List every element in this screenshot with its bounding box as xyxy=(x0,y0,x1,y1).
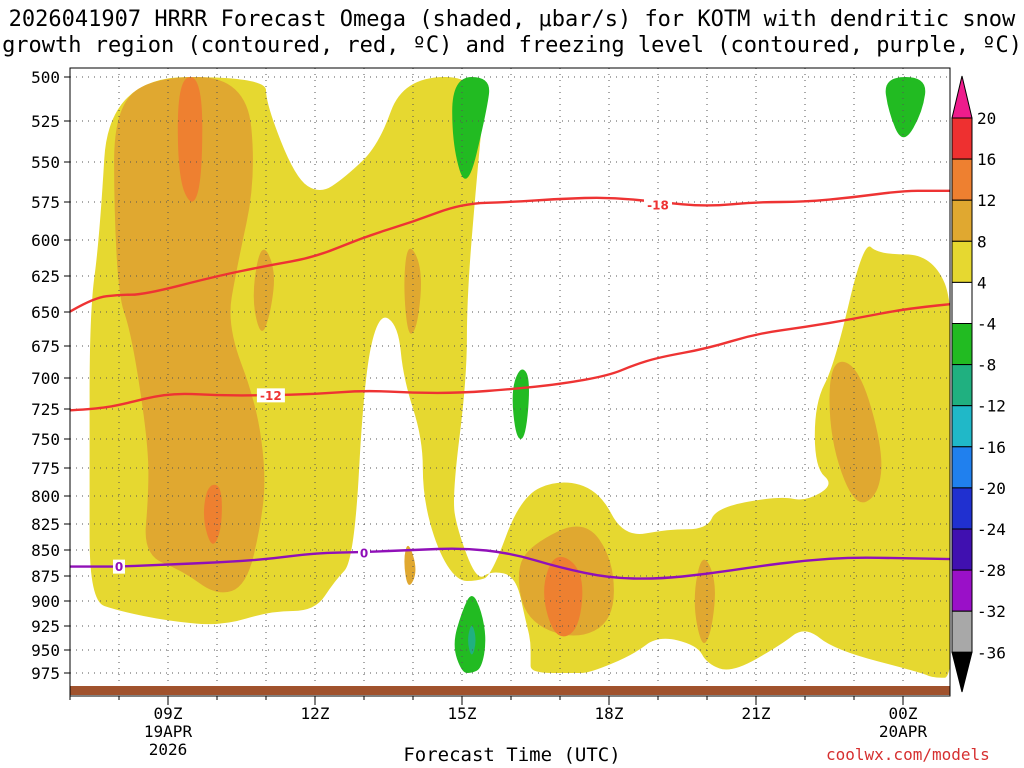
colorbar-box-m24_m20 xyxy=(951,487,973,530)
y-tick-label-625: 625 xyxy=(31,267,60,286)
omega-region-m8-to-m4-12 xyxy=(512,369,529,439)
y-tick-label-650: 650 xyxy=(31,303,60,322)
omega-region-8-to-12-1 xyxy=(114,77,265,593)
isotherm--12-label: -12 xyxy=(260,389,282,403)
isotherm-0-label: 0 xyxy=(115,560,123,574)
x-tick-label-15Z: 15Z xyxy=(448,704,477,723)
omega-region-m12-to-m8-14 xyxy=(468,625,476,655)
x-tick-year: 2026 xyxy=(149,740,188,759)
isotherm-label-bg xyxy=(358,546,370,561)
omega-region-12-to-16-3 xyxy=(203,484,222,544)
colorbar-label--20: -20 xyxy=(977,479,1006,498)
omega-region-8-to-12-5 xyxy=(404,248,421,334)
colorbar-box-m28_m24 xyxy=(951,528,973,571)
colorbar-box-m12_m8 xyxy=(951,364,973,407)
colorbar-label--28: -28 xyxy=(977,561,1006,580)
x-axis-label: Forecast Time (UTC) xyxy=(403,744,621,766)
omega-region-m8-to-m4-11 xyxy=(452,77,490,179)
x-tick-date: 19APR xyxy=(144,722,193,741)
isotherm--18-line xyxy=(70,189,950,314)
colorbar-box-m20_m16 xyxy=(951,446,973,489)
colorbar-label--12: -12 xyxy=(977,397,1006,416)
colorbar-label-12: 12 xyxy=(977,191,996,210)
y-tick-label-675: 675 xyxy=(31,337,60,356)
x-tick-label-00Z: 00Z xyxy=(889,704,918,723)
y-tick-label-975: 975 xyxy=(31,664,60,683)
y-tick-label-800: 800 xyxy=(31,487,60,506)
isotherm--18-label: -18 xyxy=(647,199,669,213)
y-tick-label-825: 825 xyxy=(31,515,60,534)
colorbar-box-m16_m12 xyxy=(951,405,973,448)
colorbar-label-4: 4 xyxy=(977,273,987,292)
colorbar-box-m4_4 xyxy=(951,281,973,324)
isotherm-0-line xyxy=(70,547,950,580)
y-tick-label-725: 725 xyxy=(31,400,60,419)
isotherm-0-label: 0 xyxy=(360,547,368,561)
colorbar-label--4: -4 xyxy=(977,315,996,334)
colorbar-box-16_20 xyxy=(951,117,973,160)
omega-region-8-to-12-9 xyxy=(694,559,715,644)
colorbar-label--24: -24 xyxy=(977,520,1006,539)
omega-region-8-to-12-4 xyxy=(253,249,274,331)
colorbar-box-8_12 xyxy=(951,199,973,242)
y-tick-label-900: 900 xyxy=(31,592,60,611)
colorbar-box-12_16 xyxy=(951,158,973,201)
omega-region-m8-to-m4-15 xyxy=(885,77,926,138)
y-tick-label-700: 700 xyxy=(31,369,60,388)
ground-surface xyxy=(70,686,950,695)
colorbar-label-8: 8 xyxy=(977,232,987,251)
colorbar-label--36: -36 xyxy=(977,643,1006,662)
omega-region-4-to-8-0 xyxy=(89,77,950,678)
y-tick-label-950: 950 xyxy=(31,641,60,660)
colorbar-box-m32_m28 xyxy=(951,569,973,612)
chart-title-line-2: growth region (contoured, red, ºC) and f… xyxy=(2,33,1022,58)
colorbar-label-20: 20 xyxy=(977,109,996,128)
y-tick-label-850: 850 xyxy=(31,541,60,560)
y-tick-label-875: 875 xyxy=(31,567,60,586)
colorbar-box-4_8 xyxy=(951,240,973,283)
x-tick-date: 20APR xyxy=(879,722,928,741)
omega-region-12-to-16-8 xyxy=(544,556,583,637)
plot-frame xyxy=(69,67,951,697)
y-tick-label-750: 750 xyxy=(31,430,60,449)
colorbar-top-arrow xyxy=(951,75,973,119)
y-tick-label-550: 550 xyxy=(31,153,60,172)
chart-title-line-1: 2026041907 HRRR Forecast Omega (shaded, … xyxy=(8,7,1016,32)
y-tick-label-575: 575 xyxy=(31,193,60,212)
credit-text: coolwx.com/models xyxy=(826,745,990,764)
omega-region-12-to-16-2 xyxy=(177,77,203,202)
y-tick-label-775: 775 xyxy=(31,459,60,478)
colorbar-bottom-arrow xyxy=(951,651,973,693)
colorbar-label--16: -16 xyxy=(977,438,1006,457)
colorbar-box-m8_m4 xyxy=(951,323,973,366)
x-tick-label-12Z: 12Z xyxy=(301,704,330,723)
colorbar-label--32: -32 xyxy=(977,602,1006,621)
y-tick-label-500: 500 xyxy=(31,68,60,87)
isotherm--12-line xyxy=(70,302,950,412)
omega-region-8-to-12-6 xyxy=(404,545,416,585)
isotherm-label-bg xyxy=(256,388,285,403)
colorbar-box-m36_m32 xyxy=(951,610,973,653)
y-tick-label-600: 600 xyxy=(31,231,60,250)
x-tick-label-09Z: 09Z xyxy=(154,704,183,723)
isotherm-label-bg xyxy=(644,198,672,213)
isotherm-label-bg xyxy=(113,559,125,574)
x-tick-label-21Z: 21Z xyxy=(742,704,771,723)
x-tick-label-18Z: 18Z xyxy=(595,704,624,723)
colorbar-label-16: 16 xyxy=(977,150,996,169)
omega-region-8-to-12-10 xyxy=(829,361,882,503)
y-tick-label-525: 525 xyxy=(31,112,60,131)
y-tick-label-925: 925 xyxy=(31,617,60,636)
colorbar-label--8: -8 xyxy=(977,356,996,375)
